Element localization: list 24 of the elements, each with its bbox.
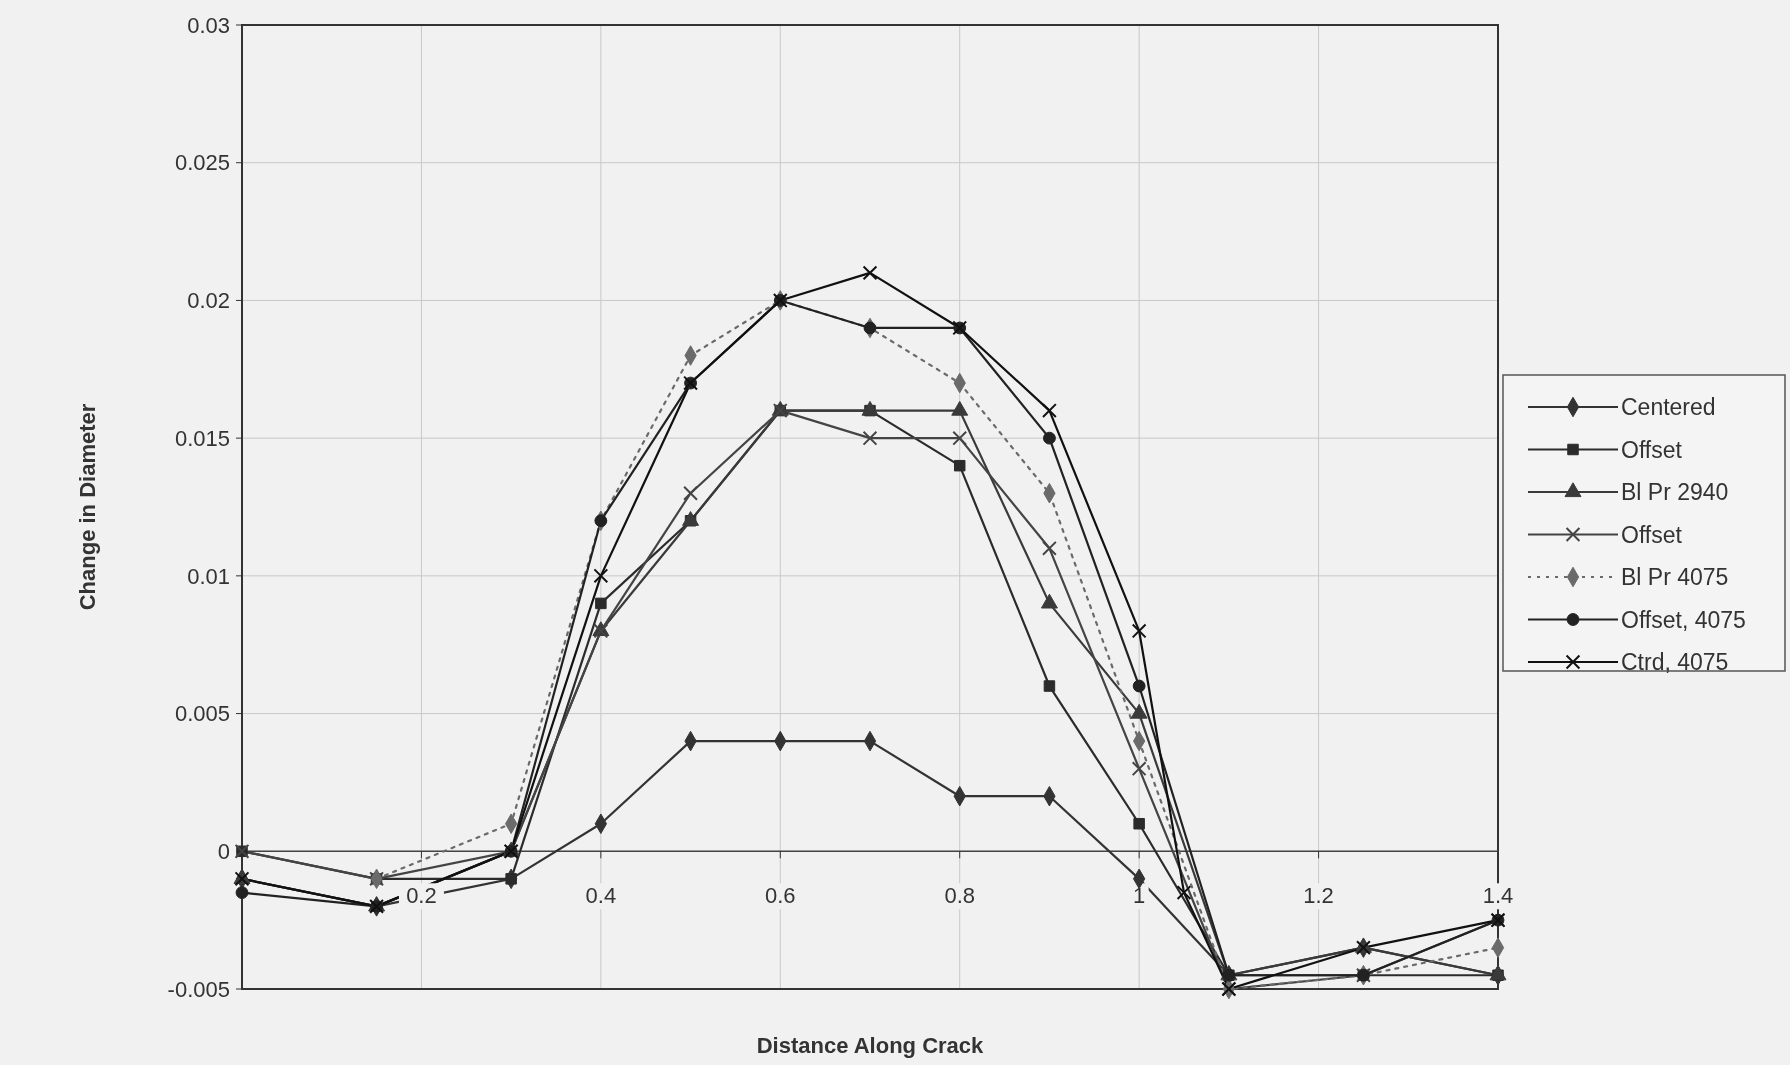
y-tick-label: 0.015: [174, 425, 230, 451]
legend-label: Bl Pr 2940: [1621, 479, 1729, 506]
x-tick-label: 0.4: [585, 883, 617, 909]
x-tick-label: 0.6: [764, 883, 796, 909]
y-tick-label: 0.025: [174, 150, 230, 176]
x-tick-label: 1.2: [1303, 883, 1334, 909]
legend-label: Offset, 4075: [1621, 606, 1746, 633]
x-tick-label: 1: [1133, 883, 1146, 909]
x-axis-title: Distance Along Crack: [756, 1033, 985, 1058]
legend-label: Centered: [1621, 394, 1716, 421]
legend-label: Offset: [1621, 436, 1683, 463]
y-tick-label: 0.02: [187, 288, 230, 314]
y-axis-title: Change in Diameter: [75, 403, 100, 611]
legend-label: Ctrd, 4075: [1621, 649, 1729, 676]
legend-label: Bl Pr 4075: [1621, 564, 1729, 591]
y-tick-label: 0.01: [187, 563, 230, 589]
x-tick-label: 0.2: [406, 883, 437, 909]
x-tick-label: 0.8: [944, 883, 976, 909]
x-tick-label: 1.4: [1482, 883, 1514, 909]
y-tick-label: -0.005: [167, 976, 230, 1002]
y-tick-label: 0.005: [174, 701, 230, 727]
y-tick-label: 0.03: [187, 12, 230, 38]
y-tick-label: 0: [217, 838, 230, 864]
legend-label: Offset: [1621, 521, 1683, 548]
